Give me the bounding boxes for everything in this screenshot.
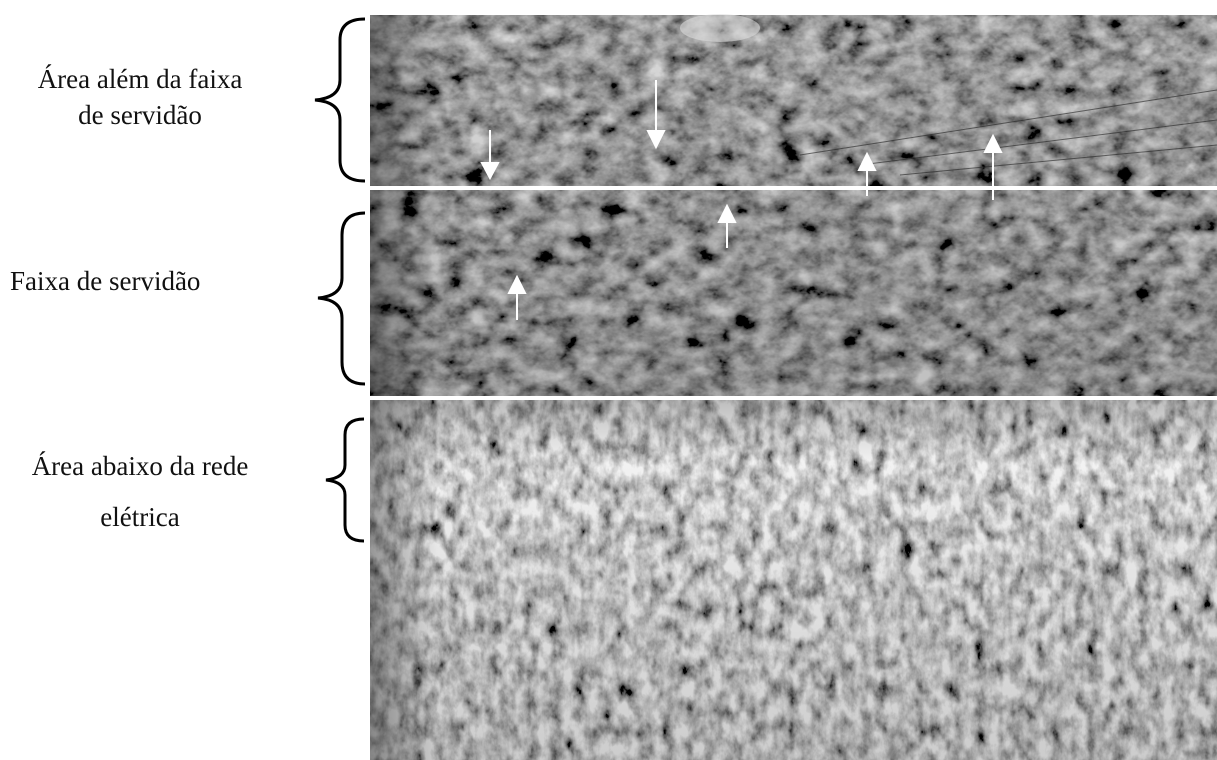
label-line: elétrica xyxy=(100,502,179,532)
label-line: Área abaixo da rede xyxy=(32,451,249,481)
photo xyxy=(370,14,1217,760)
label-line: Área além da faixa xyxy=(38,64,243,94)
label-line: de servidão xyxy=(78,100,202,130)
label-line: Faixa de servidão xyxy=(10,266,200,296)
braces xyxy=(314,17,366,543)
